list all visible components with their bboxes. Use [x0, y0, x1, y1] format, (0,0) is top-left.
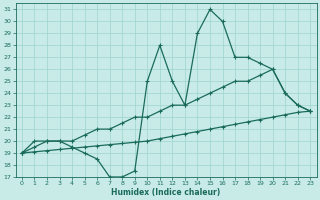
X-axis label: Humidex (Indice chaleur): Humidex (Indice chaleur) — [111, 188, 221, 197]
